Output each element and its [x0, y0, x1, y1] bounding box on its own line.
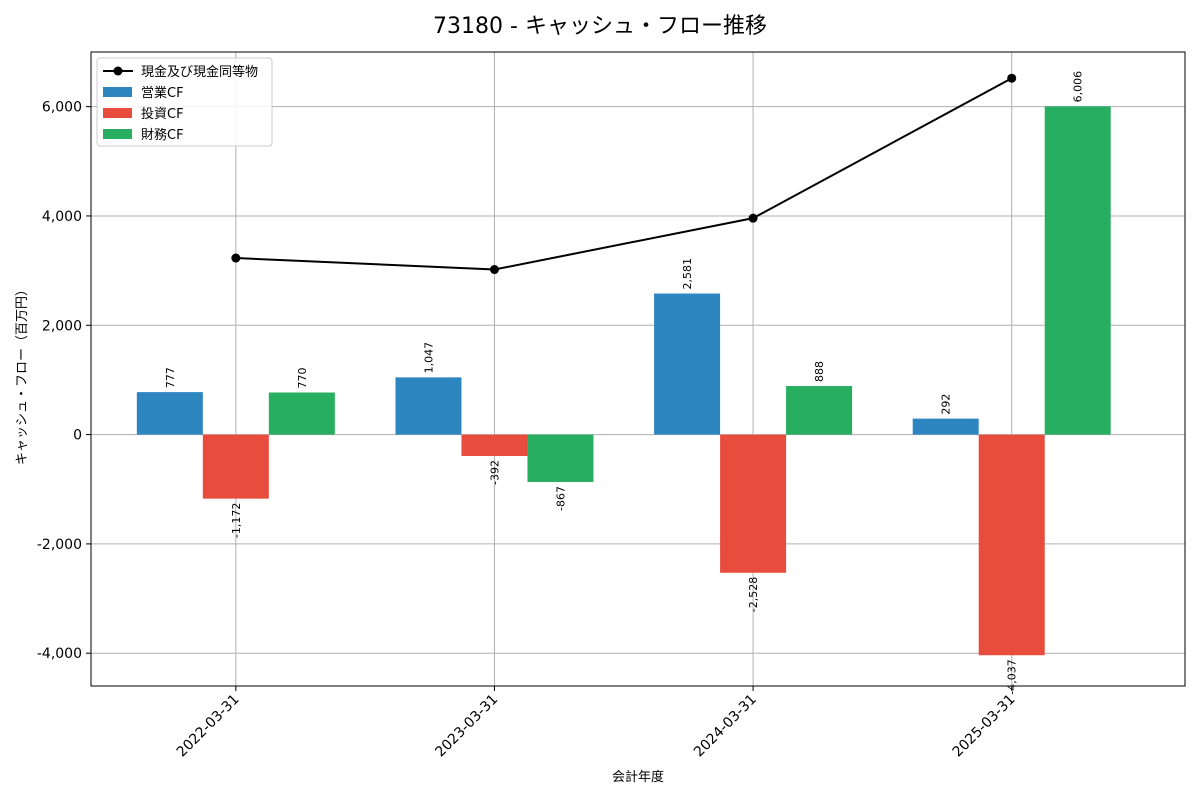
bar-value-label: -392 [488, 460, 501, 485]
bar-value-label: 1,047 [422, 342, 435, 374]
bar-value-label: -1,172 [230, 503, 243, 538]
bar-value-label: -2,528 [747, 577, 760, 612]
plot-frame [90, 51, 1186, 687]
bar-labels-layer: 7771,0472,581292-1,172-392-2,528-4,03777… [164, 71, 1085, 695]
bar-operating [912, 418, 979, 435]
bars-layer [136, 106, 1111, 656]
y-tick-label: -4,000 [37, 646, 82, 662]
bar-value-label: 2,581 [681, 258, 694, 290]
y-tick-label: 0 [73, 428, 82, 444]
bar-value-label: 770 [296, 368, 309, 389]
x-tick-label: 2025-03-31 [950, 692, 1019, 761]
x-axis-label: 会計年度 [612, 769, 664, 785]
y-tick-label: 2,000 [42, 318, 82, 334]
cash-line-point [748, 213, 758, 223]
y-tick-label: 6,000 [42, 100, 82, 116]
bar-value-label: 888 [813, 361, 826, 382]
legend-label: 現金及び現金同等物 [141, 64, 258, 80]
y-tick-label: -2,000 [37, 537, 82, 553]
y-tick-label: 4,000 [42, 209, 82, 225]
legend-bar-swatch [103, 87, 132, 97]
cash-line-point [1007, 73, 1017, 83]
bar-financing [786, 386, 853, 435]
bar-investing [461, 434, 528, 457]
bar-operating [136, 392, 203, 435]
bar-operating [654, 293, 721, 435]
x-tick-label: 2024-03-31 [691, 692, 760, 761]
y-axis: -4,000 -2,000 0 2,000 4,000 6,000 [37, 100, 91, 662]
cash-line-point [489, 265, 499, 275]
legend-line-marker [113, 66, 123, 76]
legend-box [96, 57, 273, 147]
legend-bar-swatch [103, 129, 132, 139]
legend-bar-swatch [103, 108, 132, 118]
bar-value-label: 777 [164, 367, 177, 388]
bar-value-label: -867 [554, 486, 567, 511]
bar-investing [720, 434, 787, 573]
y-axis-label: キャッシュ・フロー（百万円） [15, 283, 30, 465]
bar-investing [202, 434, 269, 499]
line-layer [231, 73, 1017, 275]
bar-financing [268, 392, 335, 435]
bar-value-label: 292 [940, 394, 953, 415]
bar-value-label: 6,006 [1072, 71, 1085, 103]
legend-label: 営業CF [141, 85, 184, 101]
x-tick-label: 2023-03-31 [432, 692, 501, 761]
bar-investing [978, 434, 1045, 656]
bar-operating [395, 377, 462, 435]
x-axis: 2022-03-31 2023-03-31 2024-03-31 2025-03-31 [174, 686, 1019, 760]
legend-label: 財務CF [141, 128, 184, 143]
cash-line-point [231, 253, 241, 263]
legend-label: 投資CF [141, 106, 184, 122]
bar-financing [1044, 106, 1111, 435]
bar-financing [527, 434, 594, 482]
chart-title: 73180 - キャッシュ・フロー推移 [433, 14, 767, 39]
cash-line [235, 77, 1013, 271]
x-tick-label: 2022-03-31 [174, 692, 243, 761]
